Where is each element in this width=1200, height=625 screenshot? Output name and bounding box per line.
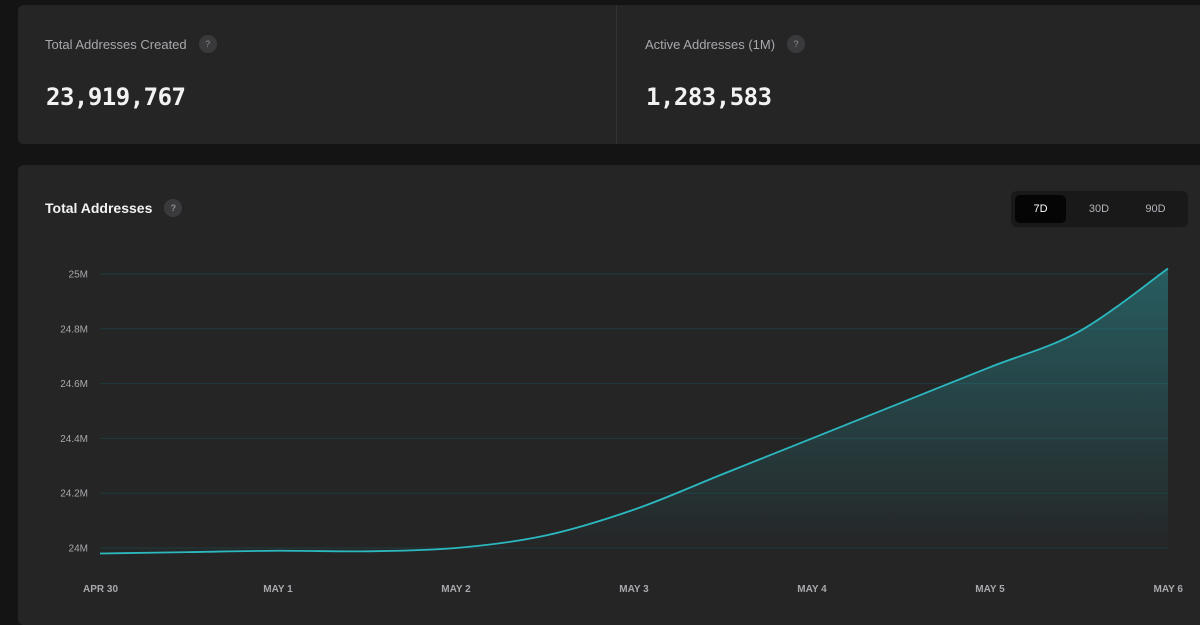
- chart-title: Total Addresses ?: [45, 199, 183, 217]
- y-tick-label: 24.6M: [60, 379, 88, 390]
- total-addresses-chart: 24M 24.2M 24.4M 24.6M 24.8M 25M APR 30 MAY 1 MA…: [60, 267, 1184, 595]
- x-tick-label: MAY 4: [797, 584, 827, 595]
- help-icon[interactable]: ?: [787, 35, 806, 53]
- y-tick-label: 24.2M: [60, 489, 88, 500]
- stat-active-addresses: Active Addresses (1M) ? 1,283,583: [617, 5, 1200, 144]
- x-tick-label: MAY 2: [441, 584, 471, 595]
- y-tick-label: 24.4M: [60, 434, 88, 445]
- y-tick-label: 25M: [69, 270, 88, 281]
- x-tick-label: MAY 1: [263, 584, 293, 595]
- series-area: [100, 268, 1168, 554]
- stat-total-addresses-created: Total Addresses Created ? 23,919,767: [18, 5, 617, 144]
- range-90d-button[interactable]: 90D: [1145, 203, 1166, 215]
- x-tick-label: MAY 5: [975, 584, 1005, 595]
- stat-label-text: Active Addresses (1M): [645, 36, 776, 52]
- stat-label: Total Addresses Created ?: [45, 35, 217, 53]
- x-tick-label: APR 30: [83, 584, 118, 595]
- stat-value: 1,283,583: [646, 83, 772, 111]
- x-tick-label: MAY 6: [1154, 584, 1184, 595]
- y-tick-label: 24.8M: [60, 324, 88, 335]
- x-tick-label: MAY 3: [619, 584, 649, 595]
- help-icon[interactable]: ?: [164, 199, 183, 217]
- stats-card: Total Addresses Created ? 23,919,767 Act…: [18, 5, 1200, 144]
- chart-card: Total Addresses ? 7D 30D 90D 24M 24.2M 24.…: [18, 165, 1200, 625]
- series-line: [99, 267, 1169, 555]
- range-30d-button[interactable]: 30D: [1088, 203, 1110, 215]
- help-icon[interactable]: ?: [198, 35, 217, 53]
- range-selector: 7D 30D 90D: [1011, 191, 1188, 227]
- stat-label: Active Addresses (1M) ?: [645, 35, 806, 53]
- stat-label-text: Total Addresses Created: [45, 36, 187, 52]
- chart-title-text: Total Addresses: [45, 200, 153, 216]
- range-7d-button[interactable]: 7D: [1015, 195, 1066, 223]
- stat-value: 23,919,767: [46, 83, 186, 111]
- y-tick-label: 24M: [69, 544, 88, 555]
